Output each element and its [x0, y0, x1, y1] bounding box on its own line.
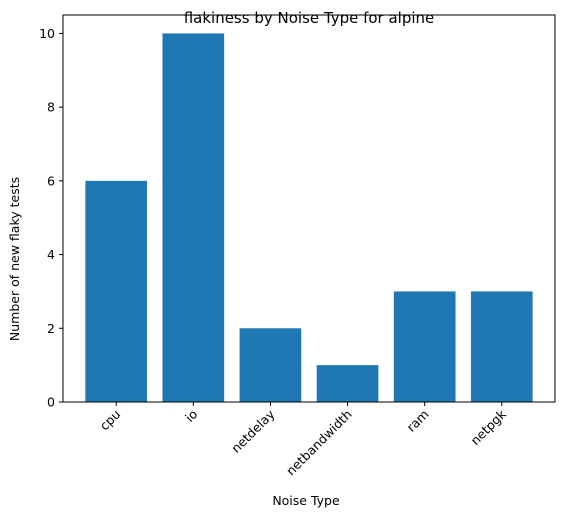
- x-tick-label-netpgk: netpgk: [467, 406, 509, 448]
- y-tick-label: 8: [47, 100, 55, 115]
- x-tick-label-cpu: cpu: [97, 407, 124, 434]
- y-axis-label: Number of new flaky tests: [7, 177, 22, 341]
- bar-io: [162, 33, 225, 403]
- x-axis: cpu io netdelay netbandwidth ram netpgk: [97, 402, 509, 479]
- bar-cpu: [85, 180, 148, 402]
- x-tick-label-netdelay: netdelay: [228, 406, 278, 456]
- x-axis-label: Noise Type: [272, 493, 340, 508]
- x-tick-label-netbandwidth: netbandwidth: [283, 407, 355, 479]
- y-tick-label: 2: [47, 321, 55, 336]
- bar-netbandwidth: [316, 365, 379, 402]
- plot-frame: [62, 14, 556, 403]
- y-axis: 0 2 4 6 8 10: [39, 26, 63, 410]
- chart-title: flakiness by Noise Type for alpine: [184, 9, 435, 27]
- bar-netpgk: [470, 291, 533, 402]
- bar-ram: [393, 291, 456, 402]
- y-tick-label: 6: [47, 173, 55, 188]
- x-tick-label-io: io: [182, 407, 200, 425]
- bars-group: [85, 33, 533, 403]
- y-tick-label: 10: [39, 26, 55, 41]
- y-tick-label: 0: [47, 395, 55, 410]
- x-tick-label-ram: ram: [404, 407, 432, 435]
- y-tick-label: 4: [47, 247, 55, 262]
- bar-netdelay: [239, 328, 302, 402]
